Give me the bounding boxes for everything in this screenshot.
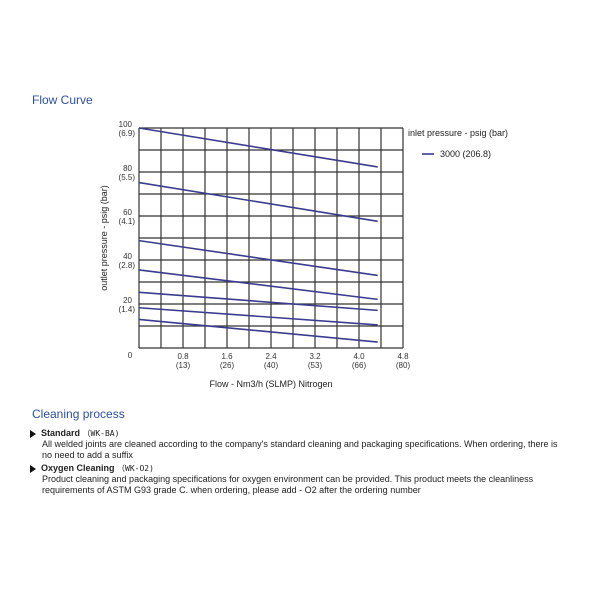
series-line-3 [138, 239, 378, 277]
item-name: Standard [41, 428, 81, 438]
x-tick-label: 0.8 [177, 352, 189, 361]
item-description: All welded joints are cleaned according … [42, 439, 558, 460]
y-tick-sublabel: (5.5) [119, 173, 136, 182]
series-line-1 [138, 127, 378, 168]
triangle-bullet-icon [30, 464, 36, 473]
x-tick-sublabel: (40) [264, 361, 279, 370]
flow-curve-chart: 100(6.9) 80(5.5) 60(4.1) 40(2.8) 20(1.4) 0 0.8… [99, 120, 508, 389]
y-tick-label: 100 [119, 120, 133, 129]
cleaning-process-title: Cleaning process [32, 407, 125, 421]
y-tick-label: 60 [123, 208, 132, 217]
y-axis-title: outlet pressure - psig (bar) [99, 185, 109, 291]
series-line-6 [138, 306, 378, 326]
x-tick-label: 3.2 [309, 352, 321, 361]
x-tick-label: 4.0 [353, 352, 365, 361]
item-description: Product cleaning and packaging specifica… [42, 474, 534, 495]
triangle-bullet-icon [30, 429, 36, 438]
x-tick-sublabel: (26) [220, 361, 235, 370]
x-axis-title: Flow - Nm3/h (SLMP) Nitrogen [209, 379, 332, 389]
cleaning-item-standard: Standard （WK-BA) All welded joints are c… [30, 428, 560, 461]
y-tick-sublabel: (2.8) [119, 261, 136, 270]
legend-entry: 3000 (206.8) [440, 149, 491, 159]
x-tick-label: 1.6 [221, 352, 233, 361]
series-line-5 [138, 291, 378, 312]
x-origin-label: 0 [128, 351, 133, 360]
legend-title: inlet pressure - psig (bar) [408, 128, 508, 138]
y-tick-label: 40 [123, 252, 132, 261]
cleaning-item-oxygen: Oxygen Cleaning （WK-O2) Product cleaning… [30, 463, 560, 496]
y-tick-sublabel: (6.9) [119, 129, 136, 138]
item-code: （WK-O2) [117, 464, 154, 473]
y-tick-label: 20 [123, 296, 132, 305]
x-tick-sublabel: (13) [176, 361, 191, 370]
flow-curve-title: Flow Curve [32, 93, 93, 107]
x-tick-sublabel: (66) [352, 361, 367, 370]
x-tick-label: 4.8 [397, 352, 409, 361]
x-tick-label: 2.4 [265, 352, 277, 361]
x-tick-sublabel: (53) [308, 361, 323, 370]
series-line-4 [138, 269, 378, 301]
x-tick-sublabel: (80) [396, 361, 411, 370]
y-tick-label: 80 [123, 164, 132, 173]
y-tick-sublabel: (4.1) [119, 217, 136, 226]
item-code: （WK-BA) [82, 429, 120, 438]
series-line-2 [138, 181, 378, 223]
y-tick-sublabel: (1.4) [119, 305, 136, 314]
series-line-7 [138, 318, 378, 343]
item-name: Oxygen Cleaning [41, 463, 115, 473]
